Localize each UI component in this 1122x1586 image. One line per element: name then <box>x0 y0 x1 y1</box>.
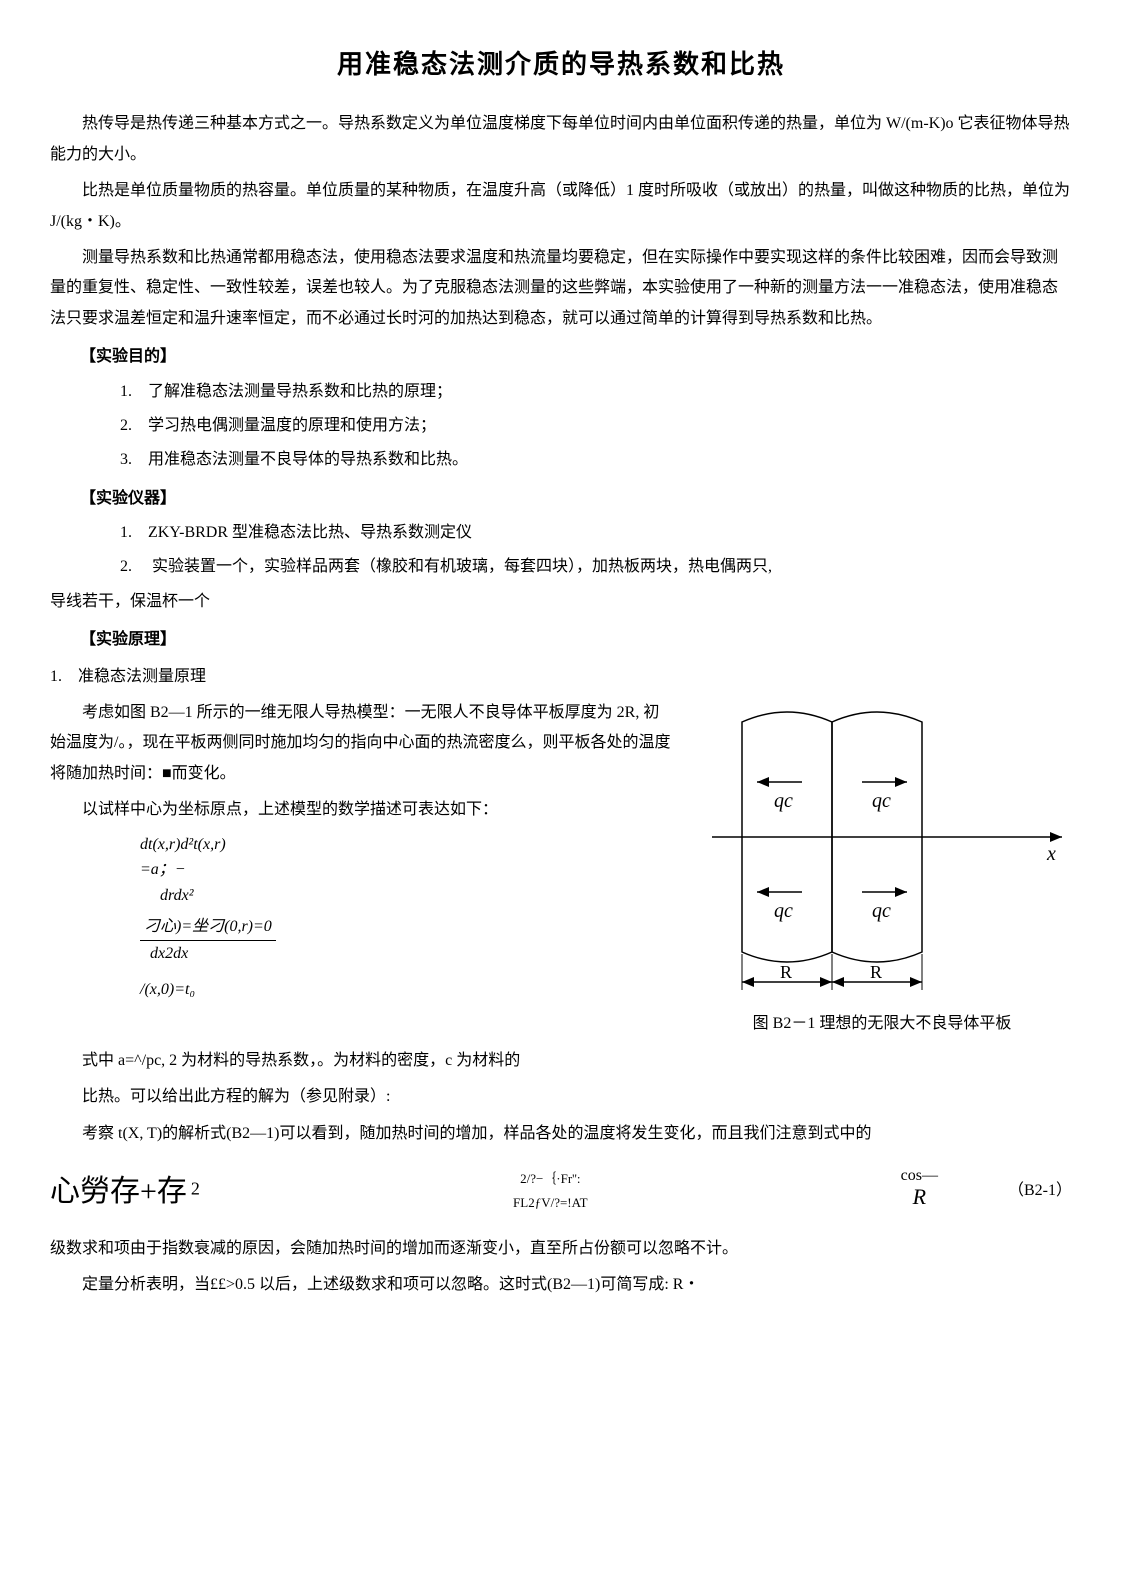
apparatus-trailing: 导线若干，保温杯一个 <box>50 587 1072 617</box>
eq1a: dt(x,r)d²t(x,r) <box>140 832 672 858</box>
figure-box: x qc qc qc qc R R 图 B2－1 理想的无限大不良导体平板 <box>692 692 1072 1040</box>
eq-left-term: 心勞存+存 2 <box>50 1163 200 1220</box>
principle-p3: 式中 a=^/pc, 2 为材料的导热系数，。为材料的密度，c 为材料的 <box>50 1046 1072 1076</box>
figure-caption: 图 B2－1 理想的无限大不良导体平板 <box>692 1009 1072 1039</box>
principle-p6: 级数求和项由于指数衰减的原因，会随加热时间的增加而逐渐变小，直至所占份额可以忽略… <box>50 1234 1072 1264</box>
arrow-bl-head-icon <box>757 887 769 897</box>
eq-left-chinese: 心勞存+存 <box>50 1175 187 1208</box>
principle-p1: 考虑如图 B2—1 所示的一维无限人导热模型：一无限人不良导体平板厚度为 2R,… <box>50 698 672 789</box>
qc-tr: qc <box>872 790 891 812</box>
eq1c: drdx² <box>160 883 672 909</box>
principle-heading: 【实验原理】 <box>80 625 1072 655</box>
R-left: R <box>780 962 792 982</box>
eq-cos-term: cos— R <box>901 1167 938 1215</box>
eq-left-sup: 2 <box>191 1179 200 1199</box>
principle-subhead: 1. 准稳态法测量原理 <box>50 662 1072 692</box>
eq2-bot: dx2dx <box>150 941 672 967</box>
qc-bl: qc <box>774 900 793 922</box>
apparatus-item-2-text: 实验装置一个，实验样品两套（橡胶和有机玻璃，每套四块），加热板两块，热电偶两只, <box>152 558 772 575</box>
qc-br: qc <box>872 900 891 922</box>
apparatus-item-1-text: ZKY-BRDR 型准稳态法比热、导热系数测定仪 <box>148 524 472 541</box>
arrow-tl-head-icon <box>757 777 769 787</box>
arrow-br-head-icon <box>895 887 907 897</box>
eq-tag: （B2-1） <box>1008 1176 1072 1206</box>
arrow-tr-head-icon <box>895 777 907 787</box>
intro-p2: 比热是单位质量物质的热容量。单位质量的某种物质，在温度升高（或降低）1 度时所吸… <box>50 176 1072 237</box>
eq2-top: 刁心)=坐刁(0,r)=0 <box>140 914 276 941</box>
intro-p3-text: 测量导热系数和比热通常都用稳态法，使用稳态法要求温度和热流量均要稳定，但在实际操… <box>50 249 1058 327</box>
dim-r-rh-icon <box>910 977 922 987</box>
eq3: /(x,0)=t₀ <box>140 977 672 1003</box>
eq-R: R <box>913 1184 926 1209</box>
principle-p5: 考察 t(X, T)的解析式(B2—1)可以看到，随加热时间的增加，样品各处的温… <box>50 1119 1072 1149</box>
principle-text-column: 考虑如图 B2—1 所示的一维无限人导热模型：一无限人不良导体平板厚度为 2R,… <box>50 692 672 1008</box>
eq-cos: cos— <box>901 1167 938 1184</box>
equation-block-1: dt(x,r)d²t(x,r) =a；− drdx² 刁心)=坐刁(0,r)=0… <box>140 832 672 1003</box>
apparatus-item-1: 1. ZKY-BRDR 型准稳态法比热、导热系数测定仪 <box>120 518 1072 548</box>
dim-l-lh-icon <box>742 977 754 987</box>
principle-row: 考虑如图 B2—1 所示的一维无限人导热模型：一无限人不良导体平板厚度为 2R,… <box>50 692 1072 1040</box>
qc-tl: qc <box>774 790 793 812</box>
equation-b2-1-row: 心勞存+存 2 2/?−｛·Fr'': FL2ƒV/?=!AT cos— R （… <box>50 1163 1072 1220</box>
purpose-item-2-text: 学习热电偶测量温度的原理和使用方法； <box>148 417 436 434</box>
intro-p1: 热传导是热传递三种基本方式之一。导热系数定义为单位温度梯度下每单位时间内由单位面… <box>50 109 1072 170</box>
dim-r-lh-icon <box>832 977 844 987</box>
figure-diagram: x qc qc qc qc R R <box>692 692 1072 992</box>
intro-p2-text: 比热是单位质量物质的热容量。单位质量的某种物质，在温度升高（或降低）1 度时所吸… <box>50 182 1070 229</box>
apparatus-heading: 【实验仪器】 <box>80 484 1072 514</box>
page-title: 用准稳态法测介质的导热系数和比热 <box>50 40 1072 89</box>
x-label: x <box>1046 843 1056 865</box>
dim-l-rh-icon <box>820 977 832 987</box>
purpose-item-1: 1. 了解准稳态法测量导热系数和比热的原理； <box>120 377 1072 407</box>
purpose-item-3-text: 用准稳态法测量不良导体的导热系数和比热。 <box>148 451 468 468</box>
purpose-heading: 【实验目的】 <box>80 342 1072 372</box>
eq-mid: 2/?−｛·Fr'': FL2ƒV/?=!AT <box>230 1167 871 1216</box>
apparatus-item-2: 2. 实验装置一个，实验样品两套（橡胶和有机玻璃，每套四块），加热板两块，热电偶… <box>120 552 1072 582</box>
x-arrowhead-icon <box>1050 832 1062 842</box>
eq1b: =a；− <box>140 857 672 883</box>
purpose-item-1-text: 了解准稳态法测量导热系数和比热的原理； <box>148 383 452 400</box>
purpose-item-2: 2. 学习热电偶测量温度的原理和使用方法； <box>120 411 1072 441</box>
principle-p4: 比热。可以给出此方程的解为（参见附录）: <box>50 1082 1072 1112</box>
R-right: R <box>870 962 882 982</box>
principle-p7: 定量分析表明，当££>0.5 以后，上述级数求和项可以忽略。这时式(B2—1)可… <box>50 1270 1072 1300</box>
intro-p3: 测量导热系数和比热通常都用稳态法，使用稳态法要求温度和热流量均要稳定，但在实际操… <box>50 243 1072 334</box>
principle-p2: 以试样中心为坐标原点，上述模型的数学描述可表达如下： <box>50 795 672 825</box>
purpose-item-3: 3. 用准稳态法测量不良导体的导热系数和比热。 <box>120 445 1072 475</box>
